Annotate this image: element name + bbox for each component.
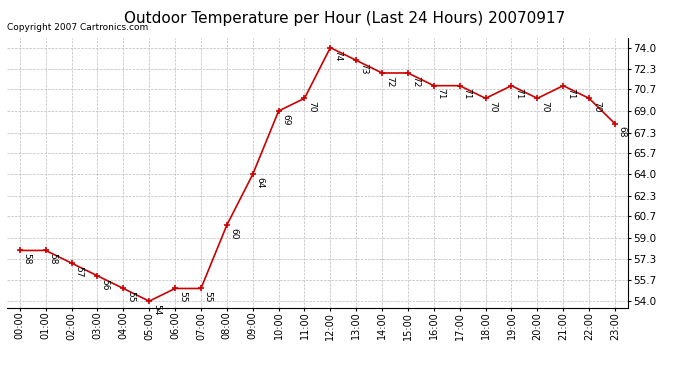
Text: 58: 58 (23, 253, 32, 265)
Text: 71: 71 (462, 88, 471, 100)
Text: 73: 73 (359, 63, 368, 75)
Text: 71: 71 (437, 88, 446, 100)
Text: 64: 64 (255, 177, 264, 189)
Text: 71: 71 (514, 88, 523, 100)
Text: 72: 72 (385, 76, 394, 87)
Text: 68: 68 (618, 126, 627, 138)
Text: 71: 71 (566, 88, 575, 100)
Text: 70: 70 (307, 101, 316, 112)
Text: 54: 54 (152, 304, 161, 315)
Text: 72: 72 (411, 76, 420, 87)
Text: 70: 70 (489, 101, 497, 112)
Text: 56: 56 (100, 279, 109, 290)
Text: 74: 74 (333, 50, 342, 62)
Text: 55: 55 (178, 291, 187, 303)
Text: 55: 55 (126, 291, 135, 303)
Text: 57: 57 (75, 266, 83, 278)
Text: 70: 70 (540, 101, 549, 112)
Text: 69: 69 (282, 114, 290, 125)
Text: 70: 70 (592, 101, 601, 112)
Text: 60: 60 (230, 228, 239, 239)
Text: Outdoor Temperature per Hour (Last 24 Hours) 20070917: Outdoor Temperature per Hour (Last 24 Ho… (124, 11, 566, 26)
Text: 58: 58 (48, 253, 57, 265)
Text: 55: 55 (204, 291, 213, 303)
Text: Copyright 2007 Cartronics.com: Copyright 2007 Cartronics.com (7, 23, 148, 32)
